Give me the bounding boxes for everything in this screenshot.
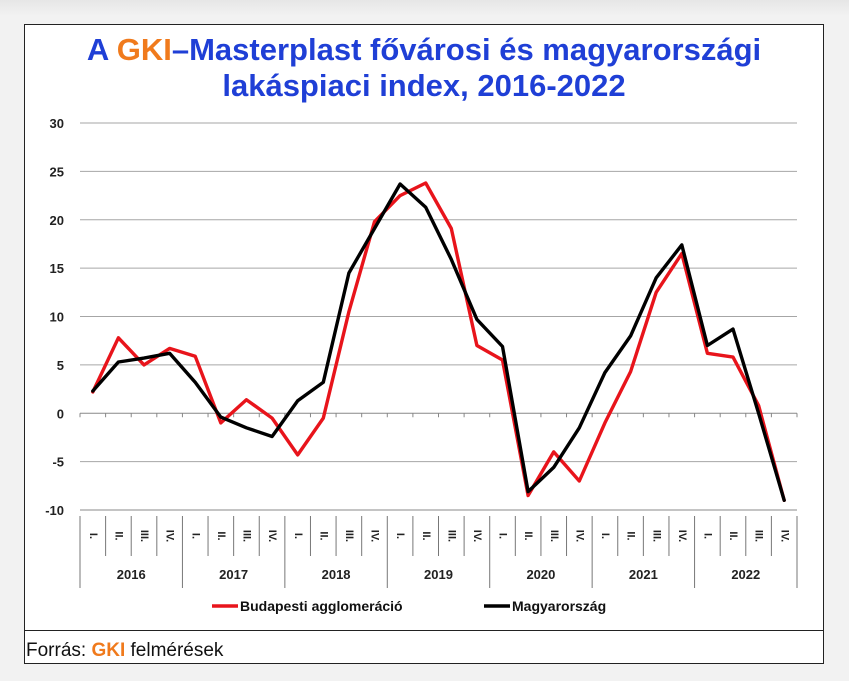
quarter-label: II. — [317, 531, 329, 540]
y-tick-label: 30 — [50, 116, 64, 131]
series-line-budapest — [91, 181, 786, 502]
chart-title: A GKI–Masterplast fővárosi és magyarorsz… — [24, 32, 824, 104]
title-brand: GKI — [116, 32, 172, 67]
quarter-label: I. — [189, 533, 201, 539]
quarter-label: II. — [522, 531, 534, 540]
quarter-label: II. — [113, 531, 125, 540]
legend-label: Budapesti agglomeráció — [240, 598, 403, 614]
y-tick-label: 15 — [50, 261, 64, 276]
year-label: 2018 — [322, 567, 351, 582]
quarter-label: I. — [87, 533, 99, 539]
quarter-label: IV. — [164, 530, 176, 542]
quarter-label: III. — [548, 530, 560, 542]
quarter-label: IV. — [369, 530, 381, 542]
quarter-label: II. — [727, 531, 739, 540]
source-note: Forrás: GKI felmérések — [26, 640, 223, 662]
quarter-label: III. — [241, 530, 253, 542]
quarter-label: IV. — [676, 530, 688, 542]
series-line-magyarorszag — [91, 182, 786, 502]
quarter-label: II. — [215, 531, 227, 540]
source-brand: GKI — [91, 640, 126, 661]
year-label: 2021 — [629, 567, 658, 582]
quarter-label: I. — [497, 533, 509, 539]
title-rest: –Masterplast fővárosi és magyarországi — [171, 32, 762, 67]
year-label: 2017 — [219, 567, 248, 582]
y-tick-label: 20 — [50, 213, 64, 228]
year-label: 2019 — [424, 567, 453, 582]
quarter-label: I. — [394, 533, 406, 539]
chart-frame — [24, 24, 824, 664]
y-tick-label: -5 — [52, 455, 64, 470]
quarter-label: IV. — [266, 530, 278, 542]
quarter-label: IV. — [471, 530, 483, 542]
y-tick-label: -10 — [45, 503, 64, 518]
y-tick-label: 25 — [50, 164, 64, 179]
year-label: 2022 — [731, 567, 760, 582]
year-label: 2020 — [526, 567, 555, 582]
window-top-bar — [0, 0, 849, 16]
quarter-label: II. — [625, 531, 637, 540]
quarter-label: III. — [650, 530, 662, 542]
year-label: 2016 — [117, 567, 146, 582]
source-divider — [24, 630, 824, 631]
quarter-label: III. — [343, 530, 355, 542]
source-rest: felmérések — [125, 640, 224, 661]
legend-label: Magyarország — [512, 598, 606, 614]
quarter-label: I. — [292, 533, 304, 539]
quarter-label: II. — [420, 531, 432, 540]
title-prefix: A — [86, 32, 117, 67]
quarter-label: IV. — [778, 530, 790, 542]
y-tick-label: 5 — [57, 358, 64, 373]
title-line2: lakáspiaci index, 2016-2022 — [222, 68, 626, 103]
y-tick-label: 10 — [50, 310, 64, 325]
quarter-label: III. — [138, 530, 150, 542]
quarter-label: III. — [753, 530, 765, 542]
quarter-label: I. — [701, 533, 713, 539]
source-prefix: Forrás: — [26, 640, 92, 661]
quarter-label: IV. — [573, 530, 585, 542]
quarter-label: III. — [445, 530, 457, 542]
quarter-label: I. — [599, 533, 611, 539]
y-tick-label: 0 — [57, 406, 64, 421]
